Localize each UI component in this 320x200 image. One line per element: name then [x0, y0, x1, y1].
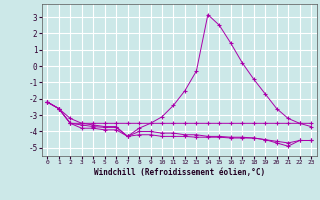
X-axis label: Windchill (Refroidissement éolien,°C): Windchill (Refroidissement éolien,°C)	[94, 168, 265, 177]
